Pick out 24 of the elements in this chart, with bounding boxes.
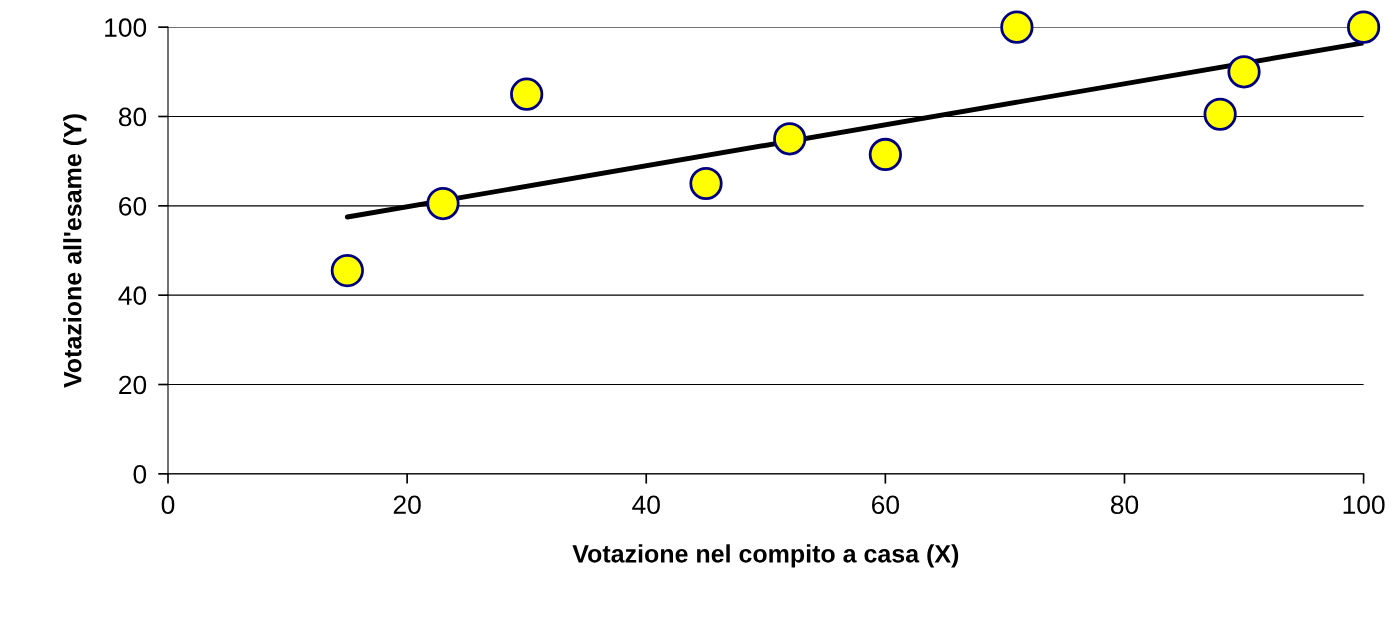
- x-tick-label: 100: [1343, 495, 1385, 515]
- y-tick-label: 20: [119, 375, 147, 395]
- x-tick-label: 40: [632, 495, 660, 515]
- y-tick-label: 80: [118, 107, 147, 127]
- y-tick-label: 60: [119, 196, 147, 216]
- y-tick-label: 0: [133, 464, 147, 484]
- x-tick-label: 80: [1110, 495, 1139, 515]
- x-tick-label: 0: [161, 495, 175, 515]
- y-axis-title: Votazione all'esame (Y): [63, 114, 87, 388]
- point: [1347, 10, 1381, 44]
- x-tick-label: 20: [393, 495, 421, 515]
- point: [689, 166, 723, 201]
- x-axis-title: Votazione nel compito a casa (X): [572, 544, 959, 568]
- point: [1203, 97, 1237, 131]
- point: [510, 77, 544, 111]
- point: [1227, 55, 1261, 89]
- point: [868, 137, 902, 172]
- point: [426, 186, 460, 221]
- y-tick-label: 100: [105, 18, 147, 37]
- y-tick-label: 40: [118, 286, 147, 305]
- point: [1000, 10, 1034, 44]
- point: [773, 122, 807, 156]
- x-tick-label: 60: [872, 495, 900, 515]
- point: [330, 254, 364, 288]
